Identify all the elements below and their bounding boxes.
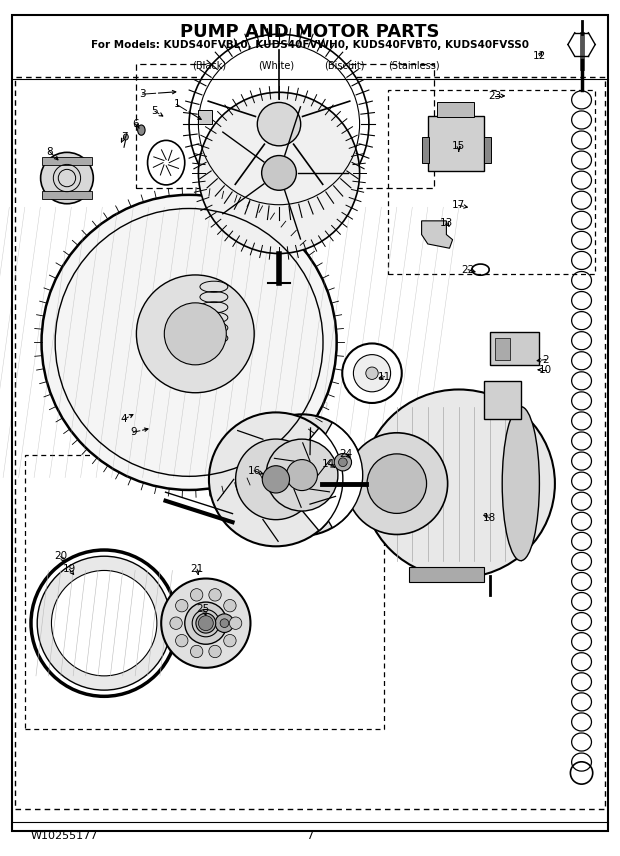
Ellipse shape	[138, 125, 145, 135]
Text: 18: 18	[483, 513, 497, 523]
Circle shape	[262, 156, 296, 190]
Circle shape	[342, 343, 402, 403]
Circle shape	[266, 439, 338, 511]
Text: 9: 9	[130, 427, 136, 437]
Text: 19: 19	[63, 564, 76, 574]
Bar	[422, 137, 429, 163]
Circle shape	[339, 458, 347, 467]
Text: For Models: KUDS40FVBL0, KUDS40FVWH0, KUDS40FVBT0, KUDS40FVSS0: For Models: KUDS40FVBL0, KUDS40FVWH0, KU…	[91, 39, 529, 50]
Text: 12: 12	[533, 51, 546, 61]
Circle shape	[224, 634, 236, 647]
Circle shape	[334, 454, 352, 471]
Circle shape	[196, 613, 216, 633]
Circle shape	[136, 275, 254, 393]
Text: 1: 1	[174, 99, 180, 110]
Circle shape	[346, 433, 448, 534]
Circle shape	[175, 599, 188, 612]
Text: PUMP AND MOTOR PARTS: PUMP AND MOTOR PARTS	[180, 22, 440, 41]
Circle shape	[262, 466, 290, 493]
Circle shape	[224, 599, 236, 612]
Bar	[484, 381, 521, 419]
Ellipse shape	[148, 140, 185, 185]
Circle shape	[185, 602, 227, 645]
Circle shape	[190, 589, 203, 601]
Circle shape	[229, 617, 242, 629]
Ellipse shape	[123, 134, 128, 140]
Wedge shape	[302, 423, 363, 527]
Circle shape	[220, 619, 229, 627]
Circle shape	[366, 367, 378, 379]
Ellipse shape	[363, 389, 555, 578]
Circle shape	[161, 579, 250, 668]
Circle shape	[198, 615, 213, 631]
Text: 7: 7	[306, 831, 314, 841]
Text: eReplacementParts.com: eReplacementParts.com	[192, 400, 329, 410]
Text: 17: 17	[452, 200, 466, 211]
Circle shape	[209, 413, 343, 546]
Circle shape	[37, 556, 171, 690]
Circle shape	[367, 454, 427, 514]
Circle shape	[189, 34, 369, 214]
Text: W10255177: W10255177	[31, 831, 99, 841]
Bar	[409, 567, 484, 582]
Circle shape	[192, 609, 219, 637]
Text: 7: 7	[121, 132, 127, 142]
Text: 22: 22	[461, 265, 475, 275]
Circle shape	[241, 414, 363, 536]
Text: 8: 8	[46, 146, 53, 157]
Text: 14: 14	[322, 459, 335, 469]
Bar	[428, 116, 484, 171]
Text: 21: 21	[190, 564, 204, 574]
Bar	[437, 102, 474, 117]
Text: 4: 4	[121, 414, 127, 425]
Bar	[484, 137, 491, 163]
Circle shape	[164, 303, 226, 365]
Bar	[495, 338, 510, 360]
Text: (White): (White)	[258, 60, 294, 70]
Bar	[136, 64, 434, 188]
Circle shape	[215, 614, 234, 633]
Text: 16: 16	[247, 466, 261, 476]
Text: 6: 6	[132, 119, 138, 129]
Circle shape	[42, 195, 337, 490]
Circle shape	[190, 645, 203, 657]
Bar	[388, 90, 595, 274]
Circle shape	[353, 354, 391, 392]
Text: 10: 10	[539, 365, 552, 375]
Circle shape	[257, 103, 301, 146]
Bar	[198, 110, 212, 124]
Text: 20: 20	[54, 551, 68, 562]
Text: 23: 23	[488, 91, 502, 101]
Text: 15: 15	[452, 140, 466, 151]
Bar	[15, 77, 605, 809]
Bar	[25, 455, 384, 729]
Circle shape	[286, 460, 317, 490]
Text: 13: 13	[440, 217, 453, 228]
Text: (Stainless): (Stainless)	[388, 60, 440, 70]
Circle shape	[175, 634, 188, 647]
Text: 25: 25	[197, 604, 210, 615]
Text: (Black): (Black)	[192, 60, 227, 70]
Circle shape	[209, 589, 221, 601]
Ellipse shape	[40, 152, 93, 204]
Circle shape	[209, 645, 221, 657]
Wedge shape	[276, 428, 343, 531]
Circle shape	[198, 92, 360, 253]
Bar	[42, 157, 92, 165]
Ellipse shape	[502, 407, 539, 561]
Text: 2: 2	[542, 354, 549, 365]
Circle shape	[236, 439, 316, 520]
Bar	[490, 332, 539, 365]
Text: 3: 3	[140, 89, 146, 99]
Text: 11: 11	[378, 372, 391, 382]
Text: 5: 5	[152, 106, 158, 116]
Text: (Biscuit): (Biscuit)	[324, 60, 365, 70]
Circle shape	[51, 570, 157, 676]
Text: 24: 24	[339, 449, 353, 459]
Bar	[42, 191, 92, 199]
Polygon shape	[422, 221, 453, 248]
Circle shape	[170, 617, 182, 629]
